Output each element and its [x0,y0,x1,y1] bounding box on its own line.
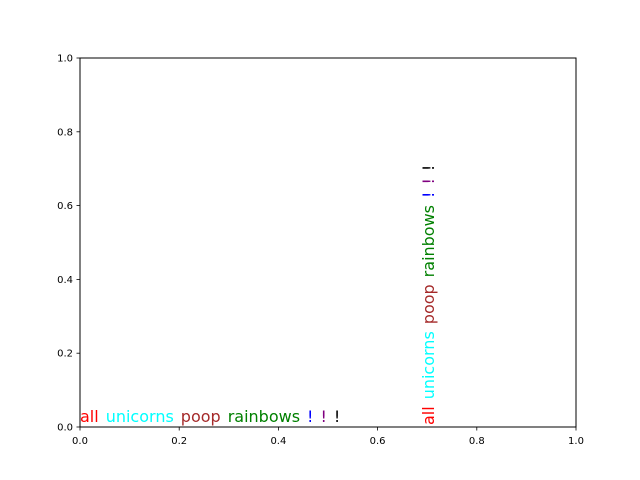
annotation-word: rainbows [228,407,300,426]
annotation-word: ! [307,407,313,426]
x-tick-label: 0.4 [270,436,286,447]
x-tick-label: 0.8 [469,436,485,447]
y-tick-label: 0.4 [57,275,73,286]
annotation-word: rainbows [419,205,438,277]
annotation-word: poop [419,284,438,324]
annotations: all unicorns poop rainbows!!! all unicorns poo… [80,165,438,426]
annotation-word: ! [320,407,326,426]
plot-frame [79,57,577,428]
horizontal-rainbow-text: all unicorns poop rainbows!!! [80,407,340,426]
y-tick-label: 0.2 [57,349,73,360]
annotation-word: unicorns [106,407,174,426]
annotation-word: ! [419,165,438,171]
y-tick-label: 1.0 [57,54,73,65]
x-axis: 0.0 0.2 0.4 0.6 0.8 1.0 [72,427,584,447]
annotation-word: all [80,407,99,426]
x-tick-label: 0.6 [370,436,386,447]
x-tick-label: 0.2 [171,436,187,447]
annotation-word: ! [419,192,438,198]
plot-area [80,58,576,427]
x-tick-label: 1.0 [568,436,584,447]
y-tick-label: 0.0 [57,423,73,434]
annotation-word: poop [181,407,221,426]
y-tick-label: 0.6 [57,201,73,212]
annotation-word: unicorns [419,331,438,399]
annotation-word: all [419,406,438,425]
x-tick-label: 0.0 [72,436,88,447]
y-tick-label: 0.8 [57,127,73,138]
vertical-rainbow-text: all unicorns poop rainbows!!! [419,165,438,425]
annotation-word: ! [334,407,340,426]
annotation-word: ! [419,178,438,184]
y-axis: 0.0 0.2 0.4 0.6 0.8 1.0 [57,54,80,434]
